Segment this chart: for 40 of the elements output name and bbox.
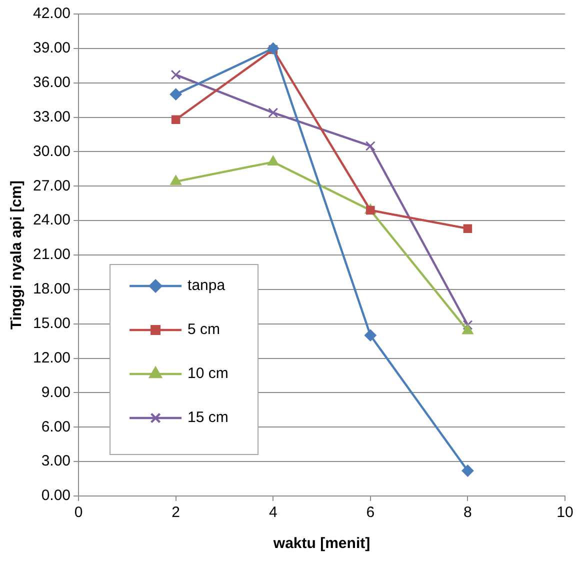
legend-label: 10 cm <box>188 365 228 382</box>
x-tick-label: 0 <box>74 504 83 522</box>
x-axis-title: waktu [menit] <box>272 535 370 552</box>
y-tick-label: 6.00 <box>41 418 71 436</box>
point <box>170 70 181 80</box>
x-tick-label: 4 <box>268 504 278 522</box>
point <box>171 115 180 124</box>
y-tick-label: 39.00 <box>32 40 71 57</box>
x-tick-label: 2 <box>172 504 180 522</box>
legend-label: 5 cm <box>188 321 220 338</box>
y-tick-label: 12.00 <box>32 349 71 366</box>
x-tick-label: 10 <box>556 504 574 522</box>
point <box>366 206 375 215</box>
y-tick-label: 42.00 <box>32 5 71 22</box>
point <box>170 88 182 100</box>
point <box>462 320 473 330</box>
point <box>462 464 474 477</box>
y-tick-label: 30.00 <box>32 142 71 160</box>
y-tick-label: 9.00 <box>41 384 71 401</box>
point <box>365 140 376 151</box>
point <box>170 175 182 186</box>
point <box>268 108 278 118</box>
point <box>463 224 472 233</box>
y-tick-label: 0.00 <box>41 487 71 504</box>
legend-label: tanpa <box>188 277 226 294</box>
y-tick-label: 21.00 <box>32 246 71 264</box>
y-axis-title: Tinggi nyala api [cm] <box>8 180 26 330</box>
y-tick-label: 24.00 <box>32 212 71 229</box>
y-tick-label: 36.00 <box>32 74 71 91</box>
point <box>267 156 279 166</box>
y-tick-label: 27.00 <box>32 177 71 194</box>
x-tick-label: 8 <box>464 504 472 522</box>
y-tick-label: 18.00 <box>32 280 71 298</box>
legend-label: 15 cm <box>188 409 228 426</box>
point <box>462 324 474 334</box>
y-tick-label: 33.00 <box>32 108 71 126</box>
y-tick-label: 3.00 <box>41 452 71 470</box>
y-tick-label: 15.00 <box>32 315 71 332</box>
point <box>364 329 376 342</box>
x-tick-label: 6 <box>366 504 375 522</box>
